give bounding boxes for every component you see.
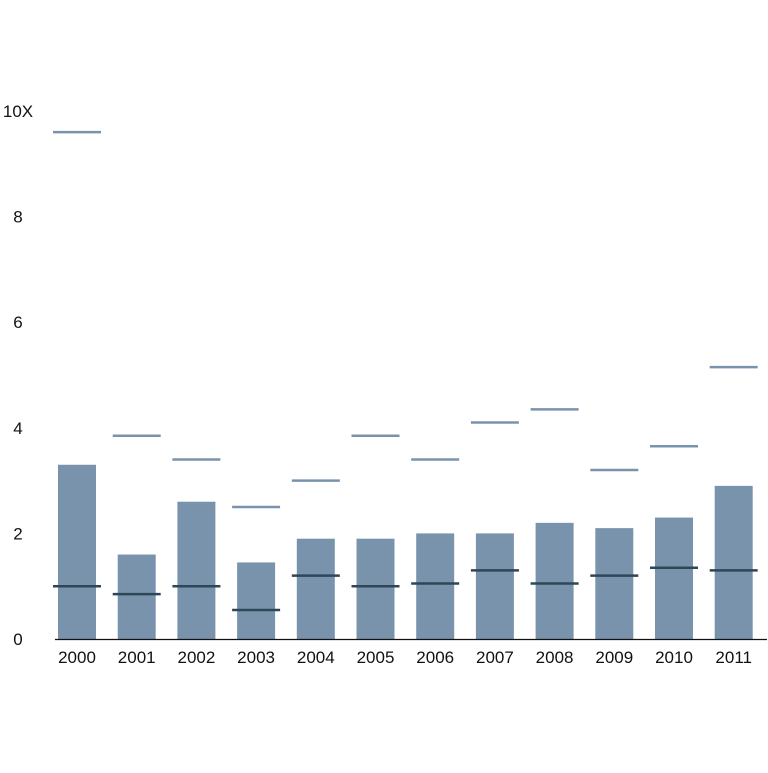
y-tick-label: 0 — [13, 630, 22, 649]
bar — [595, 528, 634, 639]
x-tick-label: 2010 — [655, 648, 693, 667]
y-tick-label: 6 — [13, 313, 22, 332]
bar — [535, 522, 574, 639]
bar — [655, 517, 693, 639]
x-tick-label: 2004 — [297, 648, 335, 667]
x-tick-label: 2003 — [237, 648, 275, 667]
x-tick-label: 2007 — [476, 648, 514, 667]
y-tick-label: 10X — [3, 102, 33, 121]
bar — [58, 464, 96, 639]
y-tick-label: 2 — [13, 524, 22, 543]
bar — [177, 501, 216, 639]
bar — [714, 485, 753, 639]
bar — [117, 554, 156, 639]
y-tick-label: 4 — [13, 419, 22, 438]
y-tick-label: 8 — [13, 208, 22, 227]
bar — [416, 533, 455, 639]
bar — [237, 562, 276, 639]
bar — [296, 538, 335, 639]
x-tick-label: 2005 — [357, 648, 395, 667]
bar — [475, 533, 514, 639]
x-tick-label: 2001 — [118, 648, 156, 667]
bar — [356, 538, 395, 639]
x-tick-label: 2000 — [58, 648, 96, 667]
x-tick-label: 2009 — [595, 648, 633, 667]
x-tick-label: 2008 — [536, 648, 574, 667]
x-tick-label: 2006 — [416, 648, 454, 667]
x-tick-label: 2002 — [177, 648, 215, 667]
x-tick-label: 2011 — [715, 648, 752, 667]
